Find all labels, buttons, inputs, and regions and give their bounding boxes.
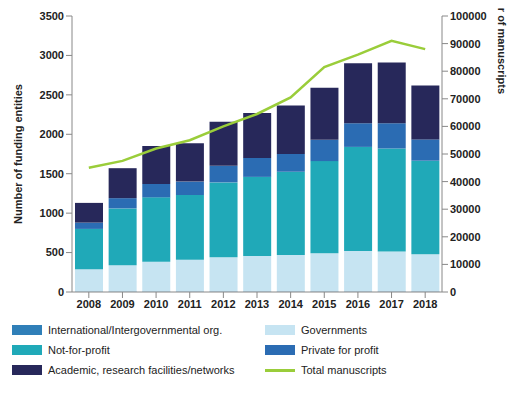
svg-text:2015: 2015: [312, 298, 336, 310]
svg-text:10000: 10000: [450, 258, 481, 270]
svg-text:1000: 1000: [40, 207, 64, 219]
svg-text:2016: 2016: [346, 298, 370, 310]
svg-text:2012: 2012: [211, 298, 235, 310]
html-text:Total manuscripts: Total manuscripts: [301, 364, 387, 376]
svg-text:Number of funding entities: Number of funding entities: [12, 84, 24, 224]
html-text:Governments: Governments: [301, 324, 367, 336]
svg-text:2018: 2018: [413, 298, 437, 310]
svg-text:90000: 90000: [450, 38, 481, 50]
svg-text:3500: 3500: [40, 10, 64, 22]
svg-text:30000: 30000: [450, 203, 481, 215]
svg-text:80000: 80000: [450, 65, 481, 77]
svg-text:2010: 2010: [144, 298, 168, 310]
svg-text:20000: 20000: [450, 231, 481, 243]
svg-text:40000: 40000: [450, 176, 481, 188]
svg-text:1500: 1500: [40, 168, 64, 180]
svg-text:2011: 2011: [178, 298, 202, 310]
svg-text:2013: 2013: [245, 298, 269, 310]
html-text:Not-for-profit: Not-for-profit: [48, 344, 110, 356]
svg-text:0: 0: [450, 286, 456, 298]
svg-text:2014: 2014: [278, 298, 303, 310]
svg-text:60000: 60000: [450, 120, 481, 132]
svg-text:2009: 2009: [110, 298, 134, 310]
html-text:International/Intergovernmenta: International/Intergovernmental org.: [48, 324, 223, 336]
svg-text:500: 500: [46, 246, 64, 258]
svg-text:2500: 2500: [40, 89, 64, 101]
html-text:Academic, research facilities/: Academic, research facilities/networks: [48, 364, 235, 376]
html-text:Private for profit: Private for profit: [301, 344, 379, 356]
svg-text:Number of manuscripts: Number of manuscripts: [496, 8, 508, 94]
svg-text:50000: 50000: [450, 148, 481, 160]
svg-text:3000: 3000: [40, 49, 64, 61]
svg-text:2000: 2000: [40, 128, 64, 140]
svg-text:100000: 100000: [450, 10, 487, 22]
svg-text:0: 0: [58, 286, 64, 298]
svg-text:2017: 2017: [379, 298, 403, 310]
svg-text:2008: 2008: [77, 298, 101, 310]
svg-text:70000: 70000: [450, 93, 481, 105]
